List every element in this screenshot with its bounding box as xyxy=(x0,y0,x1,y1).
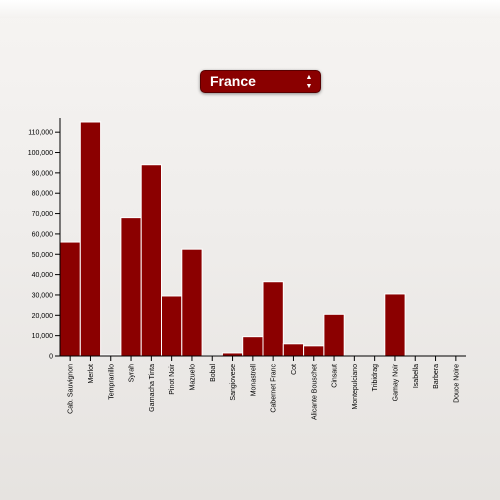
x-tick-label: Tempranillo xyxy=(108,364,115,400)
bar xyxy=(161,295,183,357)
y-tick-label: 50,000 xyxy=(32,252,54,259)
x-tick-label: Garnacha Tinta xyxy=(149,364,156,412)
x-tick-label: Mazuelo xyxy=(189,364,196,391)
country-select[interactable]: France ▲ ▼ xyxy=(200,70,321,93)
x-tick-label: Bobal xyxy=(210,364,217,382)
top-strip xyxy=(0,0,500,18)
x-tick-label: Barbera xyxy=(433,364,440,389)
y-tick-label: 70,000 xyxy=(32,211,54,218)
x-tick-label: Sangiovese xyxy=(230,364,237,401)
x-tick-label: Douce Noire xyxy=(453,364,460,403)
y-tick-label: 80,000 xyxy=(32,191,54,198)
x-tick-label: Isabella xyxy=(413,364,420,388)
y-tick-label: 60,000 xyxy=(32,231,54,238)
x-tick-label: Cab. Sauvignon xyxy=(68,364,75,414)
bar xyxy=(262,281,284,357)
bar xyxy=(303,345,325,357)
y-tick-label: 0 xyxy=(49,354,53,361)
x-tick-label: Monastrell xyxy=(250,364,257,397)
x-tick-label: Montepulciano xyxy=(352,364,359,410)
x-tick-label: Cabernet Franc xyxy=(271,364,278,413)
bar xyxy=(282,343,305,357)
y-tick-label: 40,000 xyxy=(32,272,54,279)
bar xyxy=(323,313,345,357)
x-tick-label: Syrah xyxy=(129,364,136,382)
x-tick-label: Cinsaut xyxy=(332,364,339,388)
x-tick-label: Merlot xyxy=(88,364,95,384)
bar xyxy=(140,164,162,357)
bar xyxy=(242,336,264,357)
up-down-arrows-icon: ▲ ▼ xyxy=(305,74,313,90)
y-tick-label: 20,000 xyxy=(32,313,54,320)
bar xyxy=(181,248,203,357)
x-tick-label: Alicante Bouschet xyxy=(311,364,318,420)
y-tick-label: 100,000 xyxy=(28,150,53,157)
bar xyxy=(384,293,406,357)
y-tick-label: 30,000 xyxy=(32,292,54,299)
y-tick-label: 110,000 xyxy=(28,130,53,137)
y-tick-label: 90,000 xyxy=(32,170,54,177)
y-tick-label: 10,000 xyxy=(32,333,54,340)
x-tick-label: Gamay Noir xyxy=(392,363,399,401)
x-tick-label: Pinot Noir xyxy=(169,363,176,394)
x-tick-label: Cot xyxy=(291,364,298,375)
country-select-value: France xyxy=(210,73,256,89)
bar xyxy=(59,241,81,357)
bar xyxy=(79,121,102,357)
x-tick-label: Tribidrag xyxy=(372,364,379,391)
bar xyxy=(120,217,142,357)
